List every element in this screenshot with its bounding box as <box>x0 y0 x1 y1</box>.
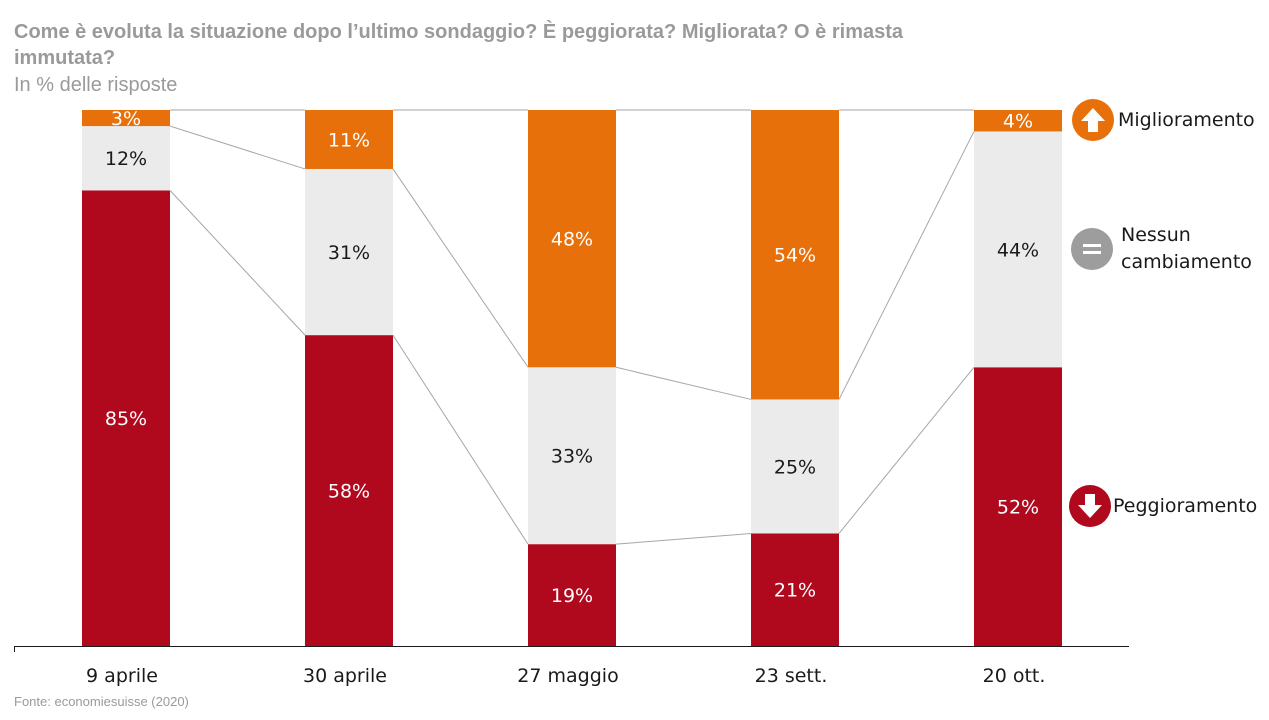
connector-line <box>169 125 306 170</box>
bar-segment-worsening <box>305 335 393 646</box>
legend-worsening: Peggioramento <box>1069 485 1257 527</box>
bar-segment-worsening <box>82 190 170 646</box>
data-label-no-change: 31% <box>328 242 370 264</box>
data-label-improvement: 11% <box>328 129 370 151</box>
legend-label-worsening: Peggioramento <box>1113 494 1258 517</box>
bar-segment-worsening <box>751 533 839 646</box>
connector-line <box>169 190 306 336</box>
bar-segment-worsening <box>528 544 616 646</box>
legend-label-improvement: Miglioramento <box>1118 108 1255 131</box>
connector-line <box>392 168 529 368</box>
chart-subtitle: In % delle risposte <box>14 74 178 96</box>
legend-label-no-change-line2: cambiamento <box>1121 251 1252 273</box>
data-label-worsening: 19% <box>551 585 593 607</box>
data-label-improvement: 48% <box>551 229 593 251</box>
arrow-up-icon <box>1072 99 1114 141</box>
connector-line <box>838 366 975 534</box>
bar-segment-no-change <box>974 131 1062 368</box>
connector-line <box>838 131 975 400</box>
bar-segment-no-change <box>751 399 839 534</box>
bar-segment-improvement <box>82 110 170 127</box>
data-label-worsening: 52% <box>997 497 1039 519</box>
bar-segment-worsening <box>974 367 1062 646</box>
bar-segment-no-change <box>305 168 393 336</box>
data-label-no-change: 33% <box>551 446 593 468</box>
x-tick-label: 23 sett. <box>755 665 828 687</box>
bar-segment-no-change <box>528 367 616 545</box>
x-tick-label: 20 ott. <box>983 665 1046 687</box>
legend-improvement: Miglioramento <box>1072 99 1255 141</box>
legend-label-no-change-line1: Nessun <box>1121 224 1191 246</box>
bar-segment-no-change <box>82 126 170 191</box>
source-note: Fonte: economiesuisse (2020) <box>14 694 189 709</box>
x-tick-label: 30 aprile <box>303 665 387 687</box>
x-tick-label: 9 aprile <box>86 665 158 687</box>
connector-line <box>392 334 529 545</box>
data-label-no-change: 25% <box>774 456 816 478</box>
bar-segment-improvement <box>974 110 1062 132</box>
data-label-no-change: 44% <box>997 239 1039 261</box>
data-label-no-change: 12% <box>105 148 147 170</box>
bar-segment-improvement <box>528 110 616 368</box>
data-label-improvement: 54% <box>774 245 816 267</box>
data-label-worsening: 85% <box>105 408 147 430</box>
data-label-improvement: 3% <box>111 108 141 130</box>
connector-line <box>615 532 752 545</box>
legend-no-change: Nessun cambiamento <box>1071 222 1252 276</box>
data-label-worsening: 21% <box>774 580 816 602</box>
connector-line <box>615 366 752 400</box>
data-label-improvement: 4% <box>1003 111 1033 133</box>
arrow-down-icon <box>1069 485 1111 527</box>
bar-segment-improvement <box>305 110 393 169</box>
equals-icon <box>1071 228 1113 270</box>
data-label-worsening: 58% <box>328 481 370 503</box>
x-tick-label: 27 maggio <box>517 665 618 687</box>
bar-segment-improvement <box>751 110 839 400</box>
chart-title: Come è evoluta la situazione dopo l’ulti… <box>14 21 904 69</box>
